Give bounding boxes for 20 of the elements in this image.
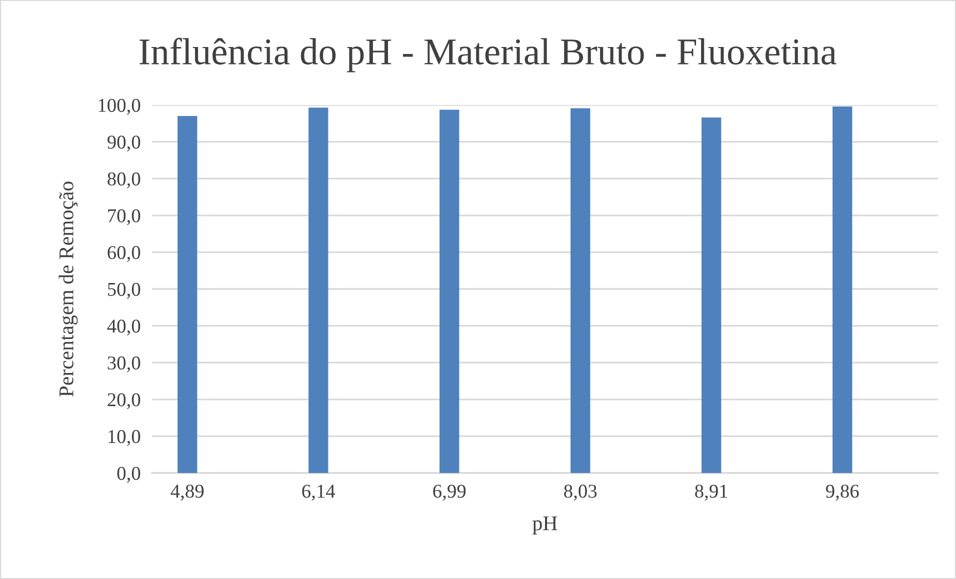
y-axis-title: Percentagem de Remoção [58,182,78,397]
y-tick-label: 90,0 [107,136,140,152]
y-tick-label: 30,0 [108,356,140,372]
x-tick-label: 6,14 [302,484,336,501]
y-tick-label: 70,0 [108,209,140,226]
chart-title: Influência do pH - Material Bruto - Fluoxetina [140,38,836,72]
y-tick-label: 40,0 [107,320,140,336]
x-tick-label: 8,03 [564,484,597,501]
y-tick-label: 60,0 [108,246,140,262]
y-tick-label: 80,0 [108,172,140,188]
x-axis-title: pH [532,516,558,535]
x-tick-label: 9,86 [826,484,859,501]
y-tick-label: 10,0 [108,430,140,446]
x-tick-label: 4,89 [170,484,204,501]
y-tick-label: 20,0 [108,393,140,410]
x-tick-label: 8,91 [695,484,728,501]
y-tick-label: 100,0 [98,98,140,115]
y-tick-label: 50,0 [108,282,140,299]
y-tick-label: 0,0 [117,466,140,483]
x-tick-label: 6,99 [433,484,466,501]
